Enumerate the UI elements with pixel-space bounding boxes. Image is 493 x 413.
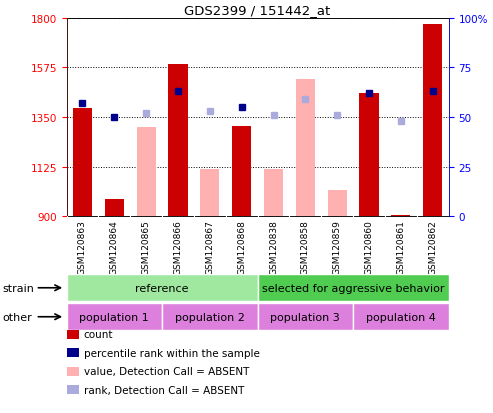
Bar bbox=[296, 80, 315, 217]
Bar bbox=[73, 109, 92, 217]
Bar bbox=[105, 199, 124, 217]
Bar bbox=[162, 304, 257, 330]
Text: GSM120861: GSM120861 bbox=[396, 220, 405, 274]
Bar bbox=[232, 126, 251, 217]
Bar bbox=[423, 25, 442, 217]
Text: GSM120865: GSM120865 bbox=[141, 220, 151, 274]
Text: GSM120867: GSM120867 bbox=[205, 220, 214, 274]
Text: other: other bbox=[2, 312, 32, 322]
Bar bbox=[169, 65, 187, 217]
Bar bbox=[67, 304, 162, 330]
Text: reference: reference bbox=[135, 283, 189, 293]
Text: count: count bbox=[84, 330, 113, 339]
Bar bbox=[328, 190, 347, 217]
Text: GSM120860: GSM120860 bbox=[364, 220, 374, 274]
Title: GDS2399 / 151442_at: GDS2399 / 151442_at bbox=[184, 5, 331, 17]
Bar bbox=[391, 216, 410, 217]
Text: GSM120864: GSM120864 bbox=[110, 220, 119, 274]
Text: GSM120838: GSM120838 bbox=[269, 220, 278, 274]
Text: GSM120866: GSM120866 bbox=[174, 220, 182, 274]
Bar bbox=[353, 304, 449, 330]
Bar bbox=[257, 304, 353, 330]
Text: population 2: population 2 bbox=[175, 312, 245, 322]
Text: strain: strain bbox=[2, 283, 35, 293]
Bar bbox=[359, 93, 379, 217]
Text: population 1: population 1 bbox=[79, 312, 149, 322]
Text: GSM120862: GSM120862 bbox=[428, 220, 437, 274]
Text: population 4: population 4 bbox=[366, 312, 436, 322]
Text: selected for aggressive behavior: selected for aggressive behavior bbox=[262, 283, 444, 293]
Bar bbox=[200, 169, 219, 217]
Text: GSM120868: GSM120868 bbox=[237, 220, 246, 274]
Text: GSM120863: GSM120863 bbox=[78, 220, 87, 274]
Text: population 3: population 3 bbox=[271, 312, 340, 322]
Text: GSM120858: GSM120858 bbox=[301, 220, 310, 274]
Text: value, Detection Call = ABSENT: value, Detection Call = ABSENT bbox=[84, 366, 249, 376]
Bar bbox=[257, 275, 449, 301]
Bar bbox=[137, 128, 156, 217]
Bar bbox=[264, 169, 283, 217]
Text: GSM120859: GSM120859 bbox=[333, 220, 342, 274]
Text: rank, Detection Call = ABSENT: rank, Detection Call = ABSENT bbox=[84, 385, 244, 394]
Bar bbox=[67, 275, 257, 301]
Text: percentile rank within the sample: percentile rank within the sample bbox=[84, 348, 260, 358]
